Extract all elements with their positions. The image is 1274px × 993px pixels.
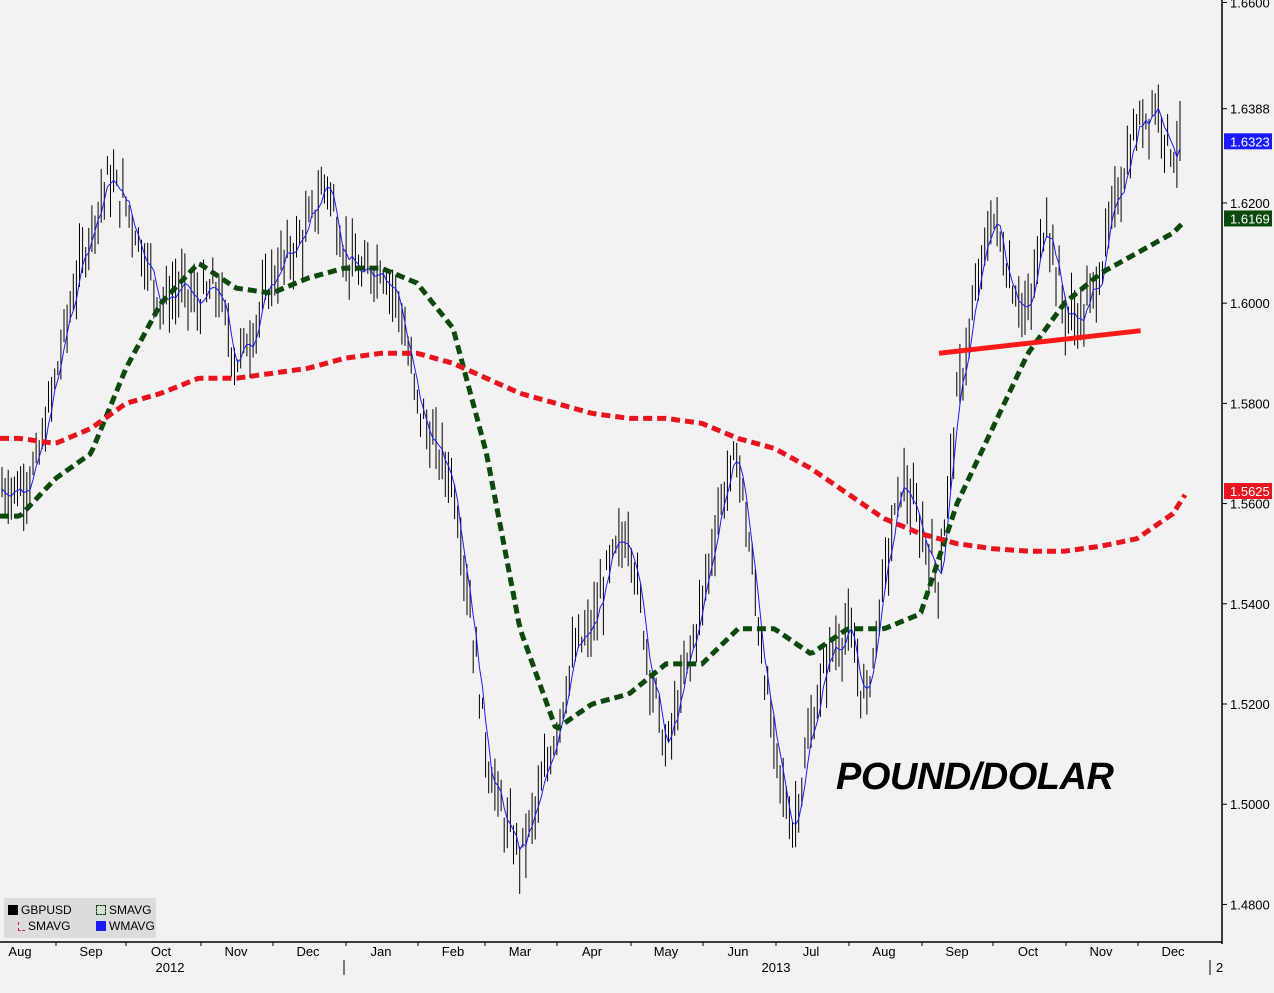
y-tick-label: 1.6000 [1230, 296, 1270, 311]
last-value-label: 1.6323 [1230, 134, 1270, 149]
x-tick-label: Dec [1161, 944, 1185, 959]
trend-layer [938, 328, 1141, 356]
last-value-label: 1.5625 [1230, 484, 1270, 499]
x-tick-label: Feb [442, 944, 464, 959]
series-line-smavg-green [0, 219, 1187, 731]
y-tick-label: 1.6388 [1230, 102, 1270, 117]
trendline [938, 328, 1141, 356]
x-tick-label: Sep [945, 944, 968, 959]
last-value-badge [1224, 210, 1272, 227]
legend-item-gbpusd[interactable]: GBPUSD [8, 903, 72, 917]
y-tick-label: 1.6200 [1230, 196, 1270, 211]
price-bars [1, 84, 1181, 894]
y-tick-label: 1.5000 [1230, 797, 1270, 812]
x-tick-label: Nov [224, 944, 248, 959]
x-tick-label: Jul [803, 944, 820, 959]
x-tick-label: Apr [582, 944, 603, 959]
last-value-badge [1224, 483, 1272, 500]
legend-label: GBPUSD [21, 903, 72, 917]
x-tick-label: Jun [728, 944, 749, 959]
last-value-badge [1224, 133, 1272, 150]
legend-swatch-green-dashed-icon [96, 905, 106, 915]
legend-swatch-black-icon [8, 905, 18, 915]
y-tick-label: 1.5200 [1230, 697, 1270, 712]
chart-annotation: POUND/DOLAR [836, 756, 1114, 798]
x-tick-label: Oct [1018, 944, 1039, 959]
legend-label: WMAVG [109, 919, 155, 933]
x-tick-label: Mar [509, 944, 532, 959]
legend-item-smavg-red[interactable]: SMAVG [18, 919, 70, 933]
legend-swatch-blue-icon [96, 921, 106, 931]
x-tick-label: Nov [1089, 944, 1113, 959]
x-tick-label: Aug [8, 944, 31, 959]
legend-label: SMAVG [109, 903, 152, 917]
year-label: 2013 [762, 960, 791, 975]
x-tick-label: Sep [79, 944, 102, 959]
y-tick-label: 1.5800 [1230, 396, 1270, 411]
y-tick-label: 1.5400 [1230, 597, 1270, 612]
series-line-wmavg [1, 107, 1181, 852]
y-tick-label: 1.6600 [1230, 0, 1270, 11]
x-tick-label: Jan [371, 944, 392, 959]
year-label: 2012 [156, 960, 185, 975]
plot-area [0, 0, 1222, 942]
year-label-edge: 2 [1216, 960, 1223, 975]
x-tick-label: Dec [296, 944, 320, 959]
x-tick-label: May [654, 944, 679, 959]
y-tick-label: 1.4800 [1230, 897, 1270, 912]
last-value-label: 1.6169 [1230, 211, 1270, 226]
series-layer [0, 107, 1188, 852]
chart-legend: GBPUSD SMAVG SMAVG WMAVG [4, 898, 156, 938]
series-line-smavg-red [0, 350, 1188, 554]
legend-label: SMAVG [28, 919, 71, 933]
x-tick-label: Aug [872, 944, 895, 959]
legend-swatch-red-dashed-icon [18, 921, 25, 931]
legend-item-smavg-green[interactable]: SMAVG [96, 903, 151, 917]
legend-item-wmavg[interactable]: WMAVG [96, 919, 155, 933]
y-tick-label: 1.5600 [1230, 497, 1270, 512]
x-tick-label: Oct [151, 944, 172, 959]
